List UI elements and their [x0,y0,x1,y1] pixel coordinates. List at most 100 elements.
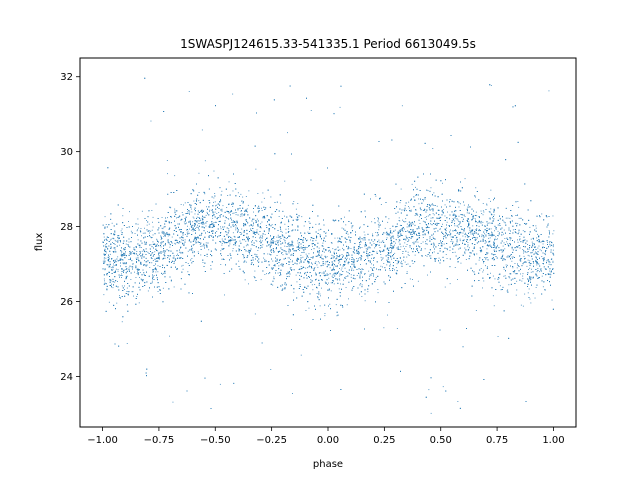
data-point [307,267,308,269]
data-point [429,255,430,257]
data-point [353,266,355,268]
data-point [324,240,326,242]
data-point [335,248,337,250]
data-point [281,231,283,233]
data-point [160,246,162,248]
data-point [215,205,216,207]
data-point [432,236,434,238]
data-point [521,280,523,282]
data-point [141,257,143,259]
data-point [139,277,140,278]
data-point [129,253,131,255]
data-point [288,246,290,248]
data-point [289,267,291,269]
data-point [418,198,420,200]
data-point [157,257,158,259]
data-point [291,253,293,255]
data-point [536,264,538,266]
data-point [480,268,482,269]
data-point [524,257,526,259]
data-point [363,231,365,233]
data-point [416,212,418,214]
data-point [378,229,380,231]
data-point [305,253,307,255]
data-point [195,227,196,229]
data-point [270,196,272,198]
data-point [187,263,189,264]
data-point [508,284,510,286]
data-point [170,279,172,281]
data-point [137,239,139,241]
data-point [452,218,454,220]
data-point [135,257,137,259]
data-point [384,244,386,246]
data-point [141,257,143,259]
data-point [156,250,158,252]
data-point [480,220,482,222]
data-point [160,239,162,240]
data-point [405,246,407,247]
data-point [505,264,507,266]
data-point [231,202,233,204]
data-point [443,236,444,238]
data-point [506,241,508,243]
data-point [120,275,122,276]
data-point [300,354,302,356]
data-point [345,287,347,288]
data-point [433,251,435,253]
data-point [274,241,276,243]
data-point [315,261,317,263]
data-point [119,295,120,297]
data-point [235,214,237,216]
data-point [550,274,552,276]
data-point [458,248,460,250]
data-point [332,255,334,257]
data-point [379,250,381,252]
data-point [227,218,229,219]
data-point [545,268,546,270]
data-point [426,216,428,218]
data-point [329,252,331,253]
data-point [247,211,248,213]
data-point [146,224,148,226]
data-point [515,232,517,234]
data-point [463,229,465,231]
data-point [137,255,139,257]
data-point [535,259,537,261]
data-point [108,245,110,247]
data-point [316,293,318,294]
data-point [284,237,286,238]
data-point [114,239,116,241]
data-point [261,234,263,236]
data-point [527,259,529,261]
data-point [182,264,184,266]
data-point [495,228,497,230]
data-point [117,270,119,272]
data-point [454,220,456,222]
data-point [181,265,183,267]
data-point [152,271,154,273]
data-point [417,280,419,282]
data-point [333,257,335,259]
data-point [248,225,250,227]
data-point [493,244,494,246]
data-point [245,261,247,263]
data-point [156,243,158,245]
data-point [538,245,540,247]
data-point [541,213,543,215]
data-point [406,256,408,258]
data-point [482,221,484,223]
data-point [204,160,206,162]
data-point [377,292,379,294]
data-point [212,209,213,210]
data-point [541,250,542,252]
data-point [321,254,323,256]
data-point [550,259,552,260]
data-point [196,221,198,223]
data-point [483,211,485,213]
data-point [408,207,410,209]
data-point [316,264,318,266]
data-point [152,260,154,261]
data-point [198,200,200,202]
